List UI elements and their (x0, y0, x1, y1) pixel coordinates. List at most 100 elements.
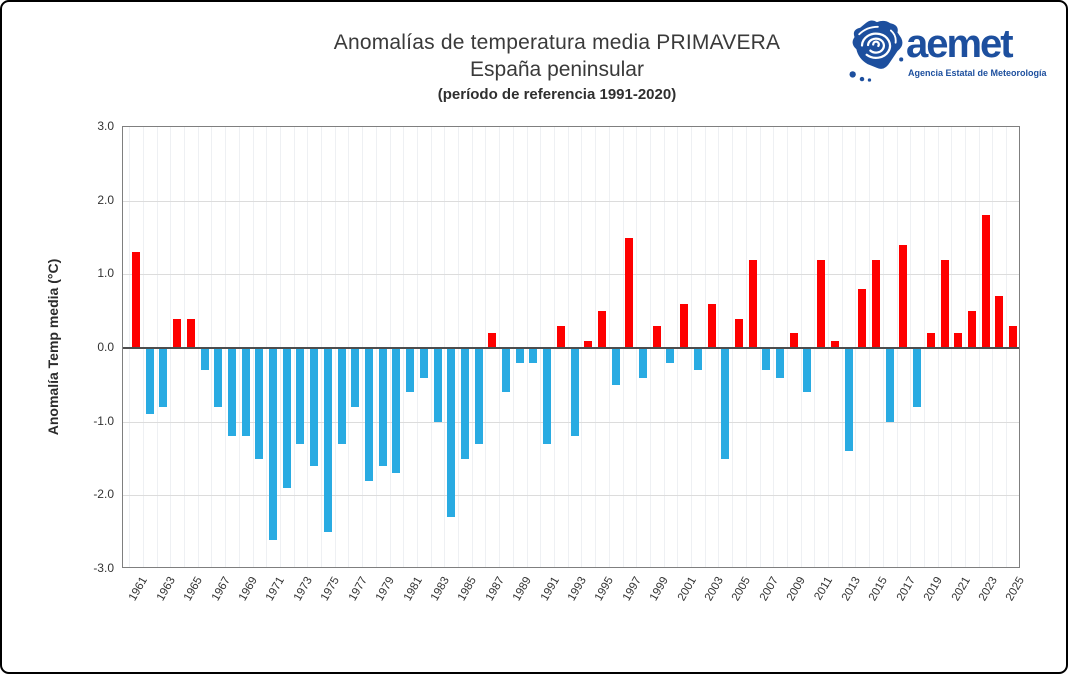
bar-1995 (597, 311, 606, 348)
bar-1962 (145, 348, 154, 415)
bar-1970 (255, 348, 264, 459)
bar-1996 (611, 348, 620, 385)
bar-2018 (913, 348, 922, 407)
bar-1978 (365, 348, 373, 481)
bar-1982 (419, 348, 428, 378)
bar-1979 (378, 348, 387, 466)
y-tick--1.0: -1.0 (93, 413, 114, 428)
bar-1993 (570, 348, 579, 437)
gridline-horizontal (123, 200, 1019, 202)
x-tick-label: 1963 (154, 575, 178, 604)
x-tick-label: 2001 (675, 575, 699, 604)
bar-2017 (899, 244, 908, 348)
y-axis-title: Anomalía Temp media (°C) (45, 258, 61, 436)
x-tick-label: 2019 (922, 575, 946, 604)
bar-2005 (734, 318, 743, 348)
x-tick-label: 1973 (291, 575, 315, 604)
bar-1971 (269, 348, 277, 540)
bar-1975 (323, 348, 332, 533)
bar-1968 (227, 348, 236, 437)
gridline-horizontal (123, 495, 1019, 497)
x-tick-label: 1993 (565, 575, 589, 604)
x-tick-label: 1999 (647, 575, 672, 604)
y-tick-0.0: 0.0 (97, 340, 114, 354)
x-tick-label: 2005 (730, 575, 754, 604)
chart-title: Anomalías de temperatura media PRIMAVERA (333, 31, 781, 54)
x-tick-label: 1975 (319, 575, 343, 604)
bar-1967 (214, 348, 223, 407)
x-tick-label: 1969 (236, 575, 260, 604)
x-tick-label: 1987 (483, 575, 507, 604)
aemet-logo: aemet Agencia Estatal de Meteorología (848, 16, 1047, 96)
bar-1973 (296, 348, 305, 444)
bar-1977 (351, 348, 360, 407)
x-tick-label: 1991 (538, 575, 562, 604)
bar-2016 (885, 348, 894, 422)
x-tick-label: 2013 (839, 575, 863, 604)
bar-2000 (666, 348, 675, 363)
x-tick-label: 2021 (949, 575, 973, 604)
bar-1987 (488, 333, 497, 348)
bar-2015 (872, 259, 880, 348)
bar-1974 (310, 348, 319, 466)
bar-1976 (337, 348, 346, 444)
x-tick-label: 1989 (510, 575, 535, 604)
bar-1965 (186, 318, 195, 348)
bar-1989 (515, 348, 524, 363)
y-tick--2.0: -2.0 (93, 487, 114, 502)
bar-2003 (707, 303, 716, 348)
x-tick-label: 1983 (428, 575, 452, 604)
bar-1969 (241, 348, 250, 437)
bar-1998 (639, 348, 647, 378)
bar-2013 (844, 348, 853, 452)
bar-2001 (680, 303, 689, 348)
bar-2010 (803, 348, 812, 393)
x-tick-label: 2017 (894, 575, 918, 604)
bar-2014 (858, 289, 867, 348)
x-tick-label: 2025 (1004, 575, 1028, 604)
bar-2007 (762, 348, 771, 371)
y-tick-2.0: 2.0 (97, 192, 114, 207)
x-tick-label: 1961 (127, 575, 151, 604)
zero-axis-line (123, 347, 1019, 349)
gridline-horizontal (123, 274, 1019, 276)
bar-1985 (460, 348, 469, 459)
bar-2023 (981, 215, 990, 348)
bar-2002 (693, 348, 702, 371)
bar-1992 (556, 325, 565, 348)
x-tick-label: 1965 (182, 575, 206, 604)
bar-1986 (474, 348, 483, 444)
bar-1983 (433, 348, 442, 422)
bar-2004 (721, 348, 730, 459)
x-tick-label: 2003 (702, 575, 726, 604)
y-tick-3.0: 3.0 (97, 119, 114, 133)
bar-2024 (995, 296, 1004, 348)
bar-1988 (502, 348, 510, 393)
x-tick-label: 2007 (757, 575, 781, 604)
bar-2019 (926, 333, 935, 348)
x-tick-label: 1971 (264, 575, 288, 604)
x-tick-label: 1967 (209, 575, 233, 604)
chart-reference-period: (período de referencia 1991-2020) (437, 86, 677, 103)
x-tick-label: 1997 (620, 575, 644, 604)
plot-area (122, 126, 1020, 568)
x-tick-label: 2011 (812, 575, 836, 603)
aemet-wordmark: aemet (906, 22, 1014, 66)
bar-1981 (406, 348, 415, 393)
bar-1966 (200, 348, 209, 371)
chart-header: Anomalías de temperatura media PRIMAVERA… (122, 30, 992, 106)
bar-2020 (940, 259, 949, 348)
y-tick-1.0: 1.0 (97, 266, 114, 281)
bar-1990 (529, 348, 538, 363)
bar-1997 (625, 237, 634, 348)
x-tick-label: 1977 (346, 575, 370, 604)
bar-2025 (1009, 325, 1017, 348)
x-tick-label: 1979 (373, 575, 398, 604)
bar-1980 (392, 348, 401, 474)
aemet-spain-swirl-icon (849, 20, 904, 82)
bar-1999 (652, 325, 661, 348)
aemet-tagline: Agencia Estatal de Meteorología (908, 68, 1047, 78)
bar-2008 (776, 348, 784, 378)
x-tick-label: 1981 (401, 575, 425, 604)
